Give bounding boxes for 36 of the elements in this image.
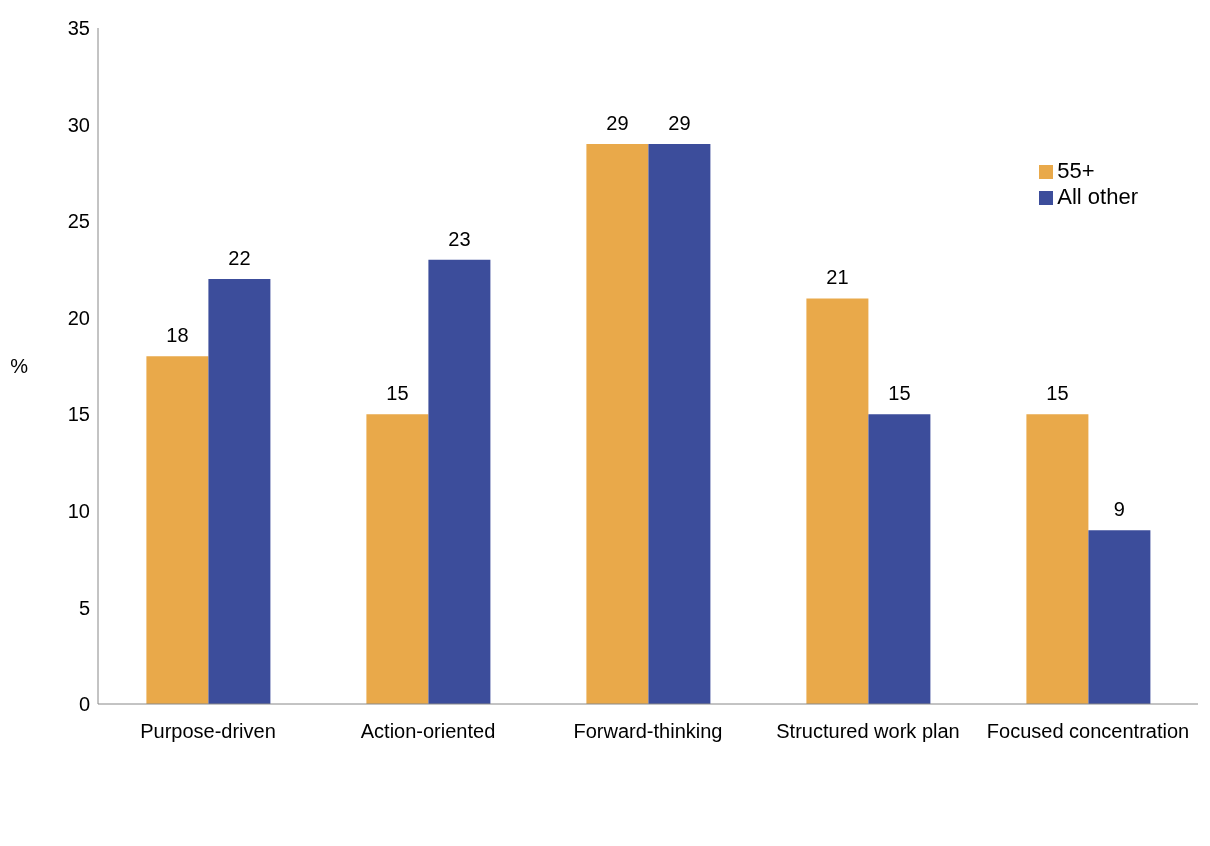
bar (366, 414, 429, 704)
x-tick-label: Purpose-driven (140, 720, 276, 743)
bar (868, 414, 931, 704)
bar (806, 298, 869, 704)
data-label: 15 (386, 382, 409, 405)
x-tick-label: Forward-thinking (573, 720, 723, 743)
bar (1026, 414, 1089, 704)
bar (146, 356, 209, 704)
data-label: 18 (166, 324, 189, 347)
y-tick-label: 30 (67, 113, 90, 136)
data-label: 29 (606, 111, 629, 134)
data-label: 23 (448, 227, 471, 250)
data-label: 9 (1113, 498, 1125, 521)
y-tick-label: 20 (67, 306, 90, 329)
y-tick-label: 5 (78, 596, 90, 619)
data-label: 21 (826, 266, 849, 289)
x-tick-label: Focused concentration (986, 720, 1190, 743)
y-tick-label: 0 (78, 693, 90, 716)
y-tick-label: 35 (67, 17, 90, 40)
data-label: 22 (228, 247, 251, 270)
y-axis-title: % (10, 355, 29, 378)
y-tick-label: 25 (67, 210, 90, 233)
y-tick-label: 10 (67, 499, 90, 522)
bar (428, 259, 491, 704)
x-tick-label: Action-oriented (360, 720, 496, 743)
data-label: 29 (668, 111, 691, 134)
data-label: 15 (1046, 382, 1069, 405)
legend-label: All other (1057, 184, 1138, 209)
data-label: 15 (888, 382, 911, 405)
bar (208, 279, 271, 704)
legend-label: 55+ (1057, 158, 1095, 183)
x-tick-label: Structured work plan (776, 720, 960, 743)
y-tick-label: 15 (67, 403, 90, 426)
bar (586, 143, 649, 704)
bar (648, 143, 711, 704)
bar (1088, 530, 1151, 704)
